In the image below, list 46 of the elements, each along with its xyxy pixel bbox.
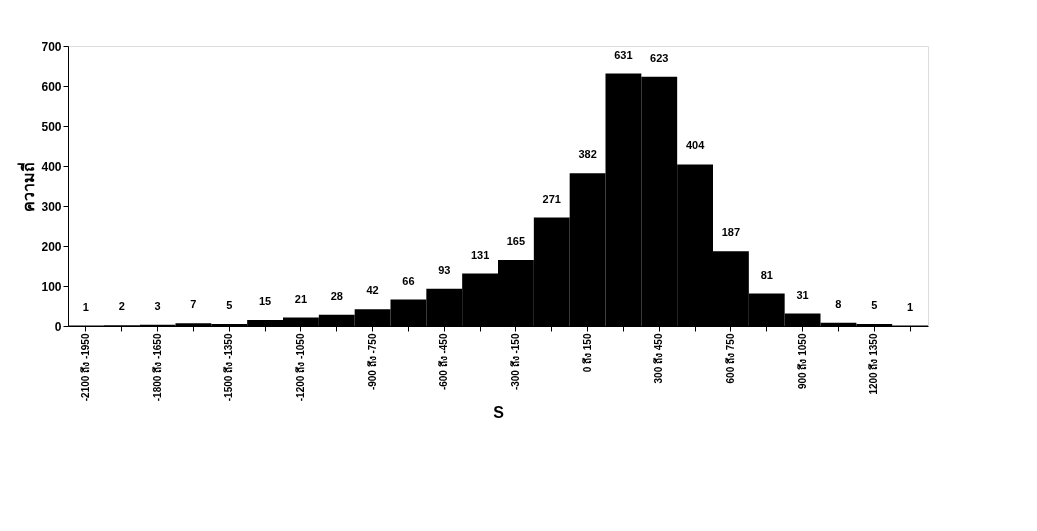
data-label: 271 <box>542 192 561 205</box>
y-tick-label: 500 <box>41 119 62 134</box>
x-tick-label: -1500 ถึง -1350 <box>223 333 235 402</box>
x-tick-label: 1200 ถึง 1350 <box>868 333 880 395</box>
data-label: 42 <box>366 284 379 297</box>
x-tick-label: 900 ถึง 1050 <box>796 333 808 389</box>
x-tick-label: 0 ถึง 150 <box>581 333 593 373</box>
data-label: 3 <box>154 299 161 312</box>
x-tick-label: -300 ถึง -150 <box>509 333 521 391</box>
data-label: 1 <box>907 300 914 313</box>
data-label: 623 <box>650 51 669 64</box>
x-tick-label: -1800 ถึง -1650 <box>151 333 163 402</box>
y-tick-label: 600 <box>41 79 62 94</box>
data-label: 1 <box>82 300 89 313</box>
y-tick-label: 400 <box>41 159 62 174</box>
x-tick-label: -2100 ถึง -1950 <box>79 333 91 402</box>
y-tick-label: 0 <box>54 319 62 334</box>
data-label: 165 <box>506 235 526 247</box>
data-label: 15 <box>258 295 272 307</box>
x-axis-title: S <box>493 404 505 422</box>
y-axis-title: ความถี่ <box>17 161 38 212</box>
data-label: 631 <box>614 48 633 61</box>
data-label: 8 <box>835 297 842 310</box>
data-label: 5 <box>871 299 878 311</box>
data-label: 21 <box>294 292 308 305</box>
x-tick-label: -1200 ถึง -1050 <box>294 333 306 402</box>
data-label: 28 <box>330 289 343 302</box>
data-label: 404 <box>685 139 706 152</box>
data-label: 382 <box>578 148 597 161</box>
data-label: 66 <box>402 274 415 287</box>
data-label: 31 <box>796 288 809 301</box>
data-label: 93 <box>438 263 451 276</box>
x-tick-label: 600 ถึง 750 <box>724 333 736 384</box>
y-tick-label: 200 <box>41 239 62 254</box>
y-tick-label: 700 <box>41 39 62 54</box>
x-tick-label: -600 ถึง -450 <box>438 333 450 391</box>
data-label: 5 <box>226 299 233 311</box>
y-tick-label: 300 <box>41 199 62 214</box>
data-label: 2 <box>118 300 125 313</box>
data-label: 131 <box>470 248 490 261</box>
x-tick-label: -900 ถึง -750 <box>366 333 378 391</box>
y-tick-label: 100 <box>41 279 62 294</box>
x-tick-label: 300 ถึง 450 <box>653 333 665 384</box>
data-label: 187 <box>721 226 741 239</box>
data-label: 7 <box>190 298 197 311</box>
data-label: 81 <box>760 268 773 281</box>
